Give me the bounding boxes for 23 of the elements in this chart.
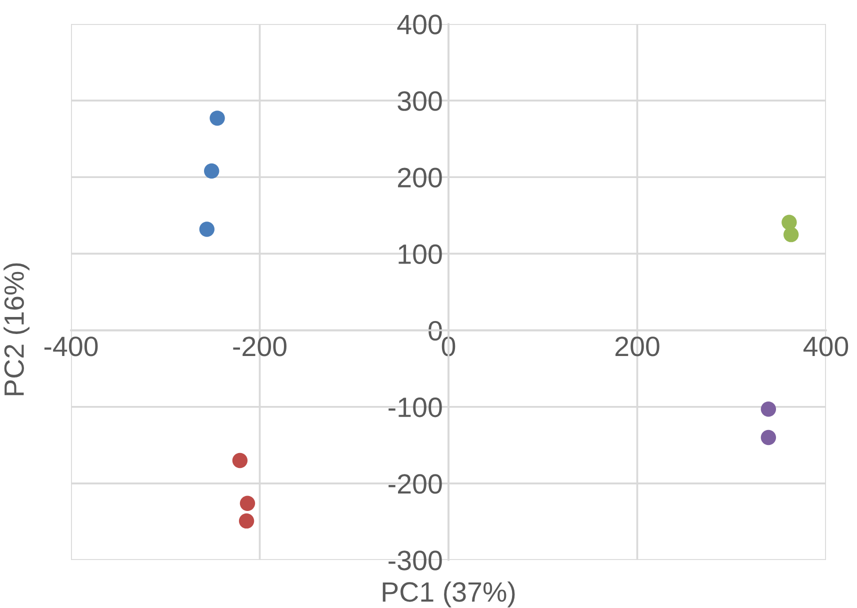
point (232, 452, 248, 468)
x-tick-label: -400 (44, 336, 98, 356)
point (240, 496, 256, 511)
y-tick-label: 100 (398, 244, 442, 264)
point (760, 402, 776, 417)
point (238, 513, 254, 529)
point (760, 430, 776, 446)
x-tick-label: 200 (615, 336, 660, 356)
y-tick-label: 400 (397, 14, 442, 34)
x-tick-label: 400 (803, 336, 848, 356)
point (210, 110, 225, 126)
y-tick-label: -100 (388, 398, 442, 418)
x-tick-label: -200 (233, 336, 286, 356)
x-axis-title: PC1 (37%) (382, 581, 515, 608)
x-tick-label: 0 (442, 336, 456, 356)
y-tick-label: -200 (388, 474, 442, 494)
y-axis-title: PC2 (16%) (4, 263, 30, 396)
point (199, 222, 215, 237)
y-tick-label: 300 (398, 91, 442, 111)
point (204, 163, 220, 179)
y-tick-label: -300 (388, 550, 442, 570)
point (783, 226, 799, 242)
y-tick-label: 200 (398, 168, 442, 188)
